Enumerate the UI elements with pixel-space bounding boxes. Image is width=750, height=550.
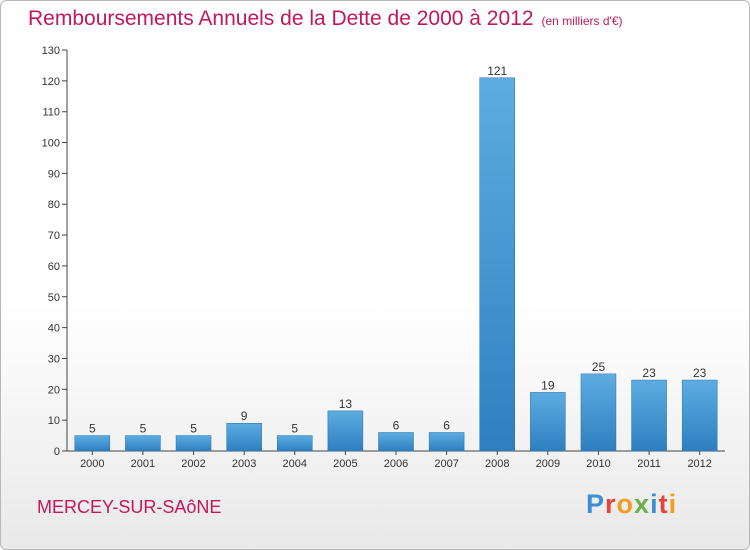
town-name: MERCEY-SUR-SAôNE (37, 497, 222, 517)
value-label-2000: 5 (89, 422, 96, 436)
bar-2003 (226, 422, 262, 452)
bar-2009 (530, 392, 566, 452)
x-tick-label-2000: 2000 (80, 458, 104, 470)
y-tick-label: 10 (48, 415, 60, 427)
x-tick-label-2012: 2012 (687, 458, 711, 470)
bar-2010 (580, 373, 617, 452)
x-tick-label-2010: 2010 (586, 458, 610, 470)
value-label-2010: 25 (592, 360, 606, 374)
y-tick-label: 90 (48, 168, 60, 180)
chart-title: Remboursements Annuels de la Dette de 20… (28, 7, 623, 31)
y-tick-label: 100 (42, 138, 60, 150)
y-tick-label: 130 (42, 45, 60, 57)
logo-letter: i (668, 489, 678, 519)
value-label-2006: 6 (393, 418, 400, 432)
x-tick-label-2004: 2004 (283, 458, 307, 470)
y-tick-label: 70 (48, 230, 60, 242)
x-tick-label-2005: 2005 (333, 458, 357, 470)
chart-subtitle: (en milliers d'€) (541, 14, 623, 28)
logo-letter: i (650, 489, 659, 519)
x-tick-label-2009: 2009 (536, 458, 560, 470)
x-tick-label-2003: 2003 (232, 458, 256, 470)
bar-2008 (479, 77, 515, 452)
value-label-2005: 13 (339, 397, 353, 411)
value-label-2002: 5 (190, 422, 197, 436)
logo-letter: P (586, 489, 606, 519)
logo-letter: x (634, 489, 651, 519)
value-label-2011: 23 (642, 366, 656, 380)
x-tick-label-2001: 2001 (131, 458, 155, 470)
axes: 0 10 20 30 40 50 60 70 80 90 100 110 120 130 2000 2001 2… (42, 45, 725, 470)
x-tick-label-2002: 2002 (181, 458, 205, 470)
bar-2005 (327, 410, 364, 452)
y-tick-label: 30 (48, 353, 60, 365)
bar-2004 (277, 435, 313, 452)
bar-2001 (125, 435, 161, 452)
y-tick-label: 20 (48, 384, 60, 396)
proxiti-logo: Proxiti (586, 489, 677, 520)
y-tick-label: 120 (42, 76, 60, 88)
x-tick-label-2011: 2011 (637, 458, 661, 470)
bars (74, 77, 718, 452)
value-label-2012: 23 (693, 366, 707, 380)
value-label-2001: 5 (140, 422, 147, 436)
value-label-2004: 5 (291, 422, 298, 436)
bar-2006 (378, 432, 414, 452)
y-tick-label: 60 (48, 261, 60, 273)
value-label-2003: 9 (241, 409, 248, 423)
y-tick-label: 40 (48, 323, 60, 335)
logo-letter: o (616, 489, 635, 519)
y-tick-label: 80 (48, 199, 60, 211)
x-tick-label-2007: 2007 (434, 458, 458, 470)
logo-letter: t (658, 489, 669, 519)
bar-2007 (428, 432, 465, 452)
bar-2011 (631, 379, 667, 452)
data-labels: 5 5 5 9 5 13 6 6 121 19 25 23 23 (89, 64, 707, 436)
value-label-2007: 6 (443, 418, 450, 432)
bar-2002 (175, 435, 212, 452)
y-tick-label: 110 (42, 107, 60, 119)
value-label-2009: 19 (541, 378, 555, 392)
value-label-2008: 121 (487, 64, 507, 78)
bar-2012 (681, 379, 718, 452)
chart-title-text: Remboursements Annuels de la Dette de 20… (28, 7, 534, 30)
y-tick-label: 50 (48, 292, 60, 304)
logo-letter: r (605, 489, 617, 519)
bar-2000 (74, 435, 111, 452)
x-tick-label-2008: 2008 (485, 458, 509, 470)
x-tick-label-2006: 2006 (384, 458, 408, 470)
y-tick-label: 0 (54, 446, 60, 458)
